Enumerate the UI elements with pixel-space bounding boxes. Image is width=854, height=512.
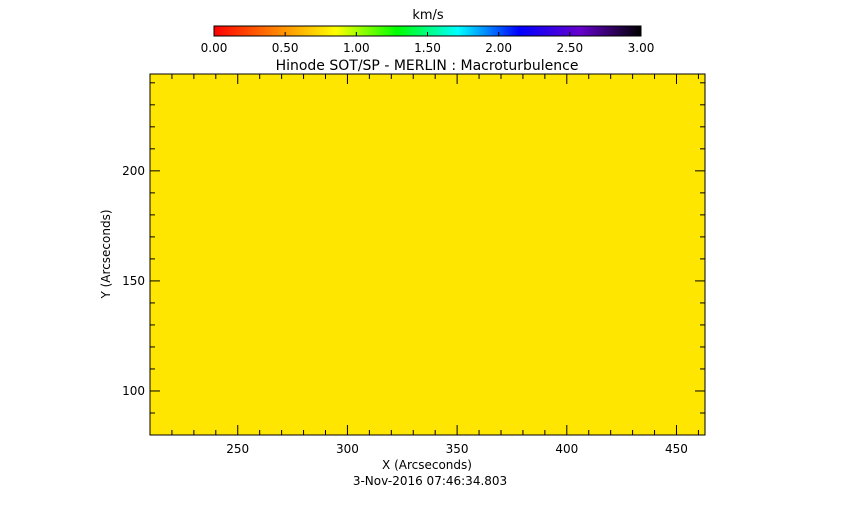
colorbar-tick-label: 1.50 bbox=[414, 41, 441, 55]
colorbar-label: km/s bbox=[412, 8, 444, 23]
colorbar-tick-label: 2.00 bbox=[485, 41, 512, 55]
x-tick-label: 250 bbox=[226, 442, 249, 456]
y-tick-label: 200 bbox=[122, 164, 145, 178]
heatmap-area bbox=[149, 73, 706, 436]
colorbar-tick-label: 1.00 bbox=[343, 41, 370, 55]
y-axis: 100 150 200 bbox=[122, 82, 705, 436]
colorbar-tick-label: 0.00 bbox=[201, 41, 228, 55]
colorbar-tick-label: 0.50 bbox=[272, 41, 299, 55]
x-tick-label: 350 bbox=[446, 442, 469, 456]
colorbar-tick-label: 3.00 bbox=[628, 41, 655, 55]
y-tick-label: 150 bbox=[122, 274, 145, 288]
timestamp: 3-Nov-2016 07:46:34.803 bbox=[353, 474, 507, 488]
x-tick-label: 400 bbox=[555, 442, 578, 456]
y-tick-label: 100 bbox=[122, 384, 145, 398]
x-tick-label: 450 bbox=[665, 442, 688, 456]
colorbar-tick-label: 2.50 bbox=[556, 41, 583, 55]
colorbar-ticks: 0.00 0.50 1.00 1.50 2.00 2.50 3.00 bbox=[201, 32, 655, 55]
y-axis-label: Y (Arcseconds) bbox=[99, 209, 113, 299]
x-axis-label: X (Arcseconds) bbox=[382, 458, 472, 472]
x-tick-label: 300 bbox=[336, 442, 359, 456]
chart-title: Hinode SOT/SP - MERLIN : Macroturbulence bbox=[276, 58, 579, 74]
x-axis: 250 300 350 400 450 bbox=[149, 74, 699, 456]
